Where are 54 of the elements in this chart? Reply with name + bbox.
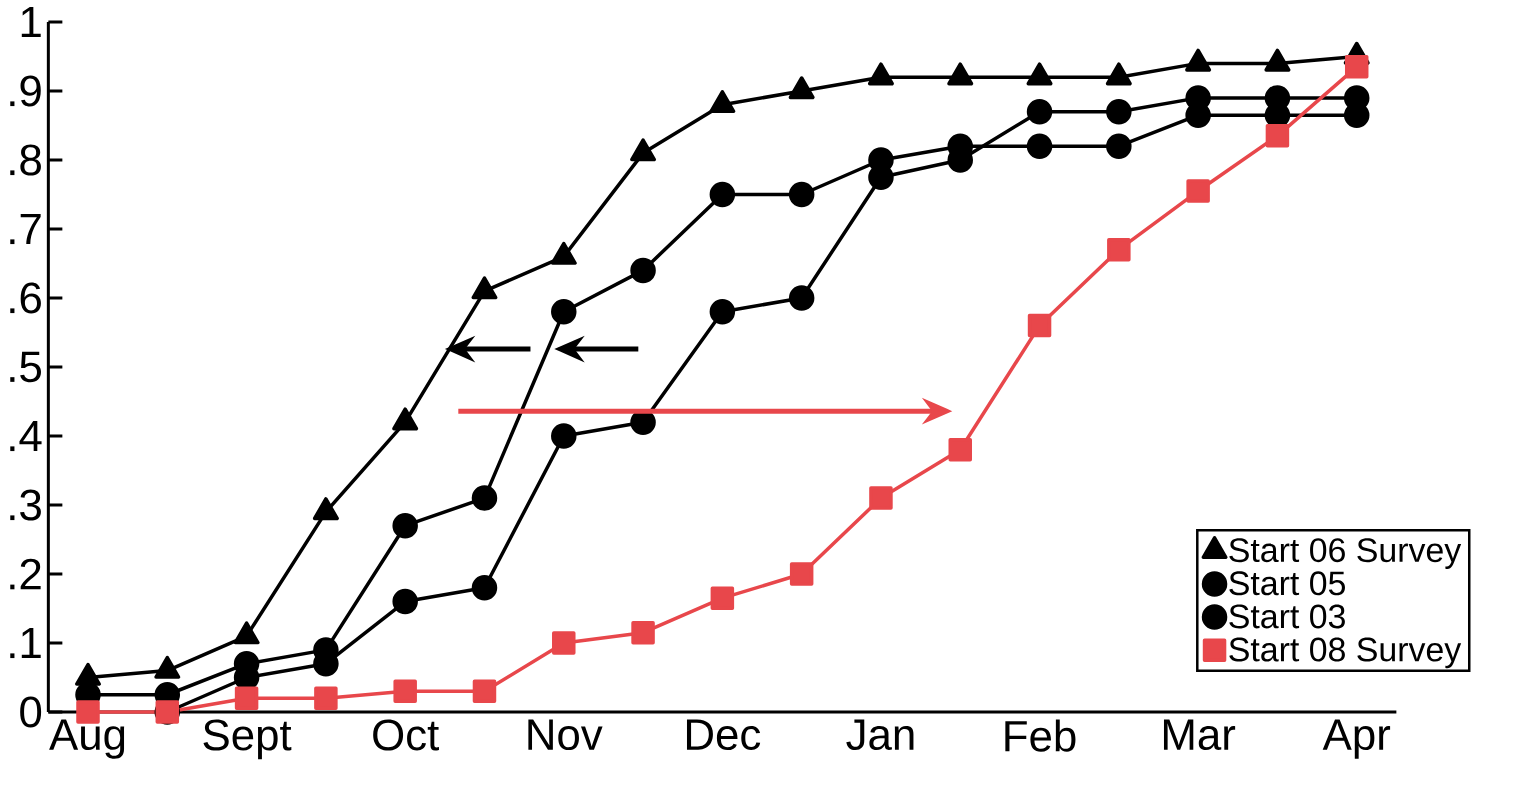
y-tick-label: .8 (10, 144, 41, 176)
x-tick-label: Dec (686, 719, 761, 751)
point (788, 181, 815, 208)
point (1026, 133, 1053, 159)
point (1344, 55, 1369, 79)
point (709, 181, 736, 208)
point (1106, 133, 1132, 159)
point (1026, 98, 1053, 125)
x-tick-label: Aug (49, 719, 125, 759)
point (709, 299, 736, 325)
y-tick-label: .7 (10, 213, 41, 245)
point (869, 486, 893, 510)
point (788, 285, 815, 311)
x-tick-label: Mar (1163, 719, 1236, 751)
y-tick-label: .1 (10, 627, 41, 659)
point (789, 562, 814, 586)
point (551, 299, 577, 325)
x-tick-label: Sept (203, 719, 292, 760)
point (710, 586, 735, 610)
point (1265, 124, 1290, 148)
y-tick-label: .9 (10, 75, 41, 107)
point (552, 631, 576, 655)
legend-label: Start 05 (1229, 571, 1345, 596)
legend-label: Start 03 (1229, 604, 1345, 629)
y-tick-label: .3 (10, 489, 41, 521)
point (471, 485, 498, 511)
legend-label: Start 08 Survey (1229, 637, 1462, 669)
y-tick-label: .4 (10, 420, 42, 452)
y-tick-label: .2 (10, 558, 41, 590)
point (630, 257, 656, 284)
point (471, 575, 498, 601)
point (234, 686, 259, 710)
point (631, 620, 655, 645)
y-tick-label: 1 (21, 6, 41, 38)
point (392, 512, 418, 539)
y-tick-label: .6 (10, 282, 41, 314)
point (314, 686, 338, 710)
point (1107, 237, 1131, 262)
point (551, 423, 577, 449)
x-tick-label: Jan (846, 719, 914, 751)
legend-label: Start 06 Survey (1229, 538, 1462, 569)
x-tick-label: Feb (1005, 719, 1076, 752)
point (1106, 98, 1132, 125)
point (1186, 179, 1210, 203)
point (392, 588, 418, 615)
x-tick-label: Apr (1322, 719, 1391, 759)
y-tick-label: .5 (10, 351, 41, 383)
point (393, 679, 417, 704)
point (1027, 313, 1052, 338)
x-tick-label: Nov (528, 719, 603, 751)
y-tick-label: 0 (20, 696, 42, 728)
x-tick-label: Oct (373, 719, 439, 751)
point (472, 679, 497, 704)
point (948, 438, 972, 462)
